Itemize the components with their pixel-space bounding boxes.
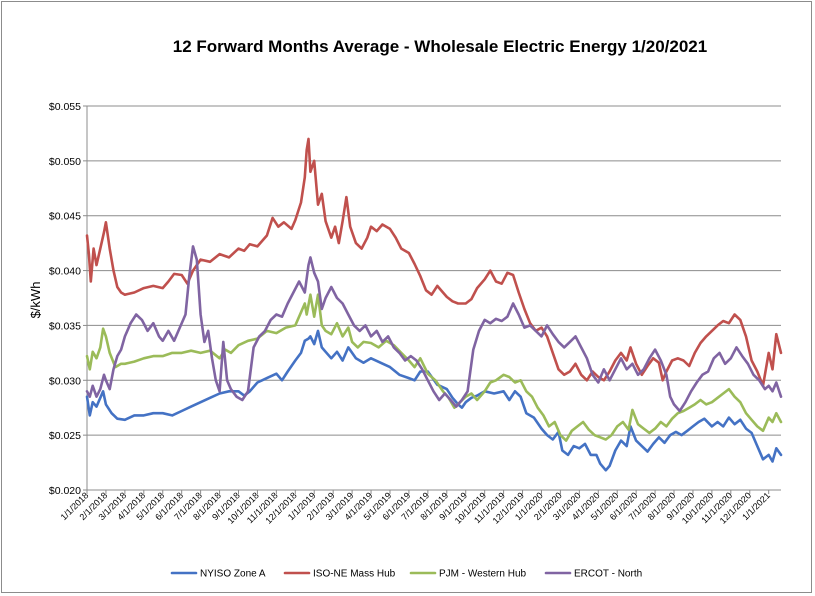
legend: NYISO Zone A ISO-NE Mass Hub PJM - Western… — [170, 569, 642, 580]
legend-entry: ISO-NE Mass Hub — [313, 569, 396, 580]
series-line-3 — [85, 245, 783, 413]
legend-entry: ERCOT - North — [574, 569, 642, 580]
axes — [86, 106, 781, 494]
y-tick-label: $0.035 — [49, 320, 81, 332]
y-tick-label: $0.040 — [49, 266, 81, 278]
y-tick-label: $0.055 — [49, 101, 81, 113]
y-axis-label: $/kWh — [28, 282, 43, 319]
y-tick-label: $0.025 — [49, 430, 81, 442]
legend-entry: NYISO Zone A — [200, 569, 266, 580]
series-lines — [85, 137, 783, 472]
y-tick-labels: $0.020 $0.025 $0.030 $0.035 $0.040 $0.045 $0.0… — [49, 101, 81, 497]
y-tick-label: $0.050 — [49, 156, 81, 168]
series-line-2 — [85, 293, 783, 442]
x-tick-labels: 1/1/20182/1/20183/1/20184/1/20185/1/2018… — [59, 490, 773, 525]
y-tick-label: $0.020 — [49, 485, 81, 497]
y-tick-label: $0.045 — [49, 211, 81, 223]
legend-entry: PJM - Western Hub — [439, 569, 526, 580]
chart-title: 12 Forward Months Average - Wholesale El… — [173, 37, 707, 56]
y-tick-label: $0.030 — [49, 375, 81, 387]
series-line-0 — [85, 329, 783, 472]
